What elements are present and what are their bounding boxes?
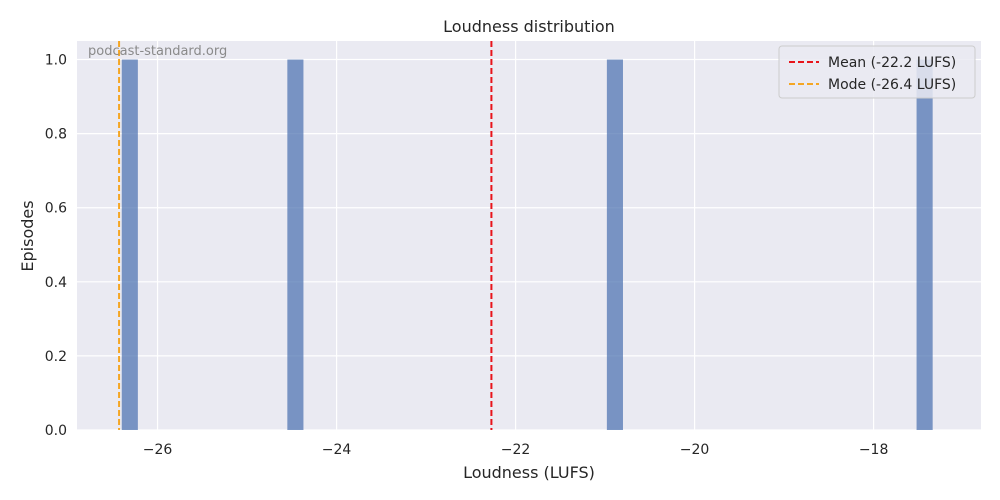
y-tick-label: 0.8 xyxy=(45,127,67,143)
y-tick-label: 1.0 xyxy=(45,53,67,69)
grid-lines xyxy=(77,41,981,431)
histogram-bars xyxy=(121,59,933,431)
x-axis-ticks: −26 −24 −22 −20 −18 xyxy=(143,442,889,458)
histogram-bar xyxy=(916,59,933,431)
chart-title: Loudness distribution xyxy=(443,17,615,36)
x-axis-label: Loudness (LUFS) xyxy=(463,463,595,482)
legend-mode-label: Mode (-26.4 LUFS) xyxy=(828,77,956,93)
y-axis-label: Episodes xyxy=(18,200,37,271)
plot-background xyxy=(77,41,981,430)
x-tick-label: −18 xyxy=(859,442,889,458)
histogram-bar xyxy=(121,59,138,431)
x-tick-label: −20 xyxy=(680,442,710,458)
watermark-text: podcast-standard.org xyxy=(88,44,227,59)
x-tick-label: −26 xyxy=(143,442,173,458)
histogram-bar xyxy=(606,59,623,431)
legend-mean-label: Mean (-22.2 LUFS) xyxy=(828,55,956,71)
y-tick-label: 0.2 xyxy=(45,349,67,365)
reference-lines xyxy=(118,41,493,430)
x-tick-label: −24 xyxy=(322,442,352,458)
y-tick-label: 0.0 xyxy=(45,423,67,439)
legend-box xyxy=(778,45,976,99)
legend: Mean (-22.2 LUFS) Mode (-26.4 LUFS) xyxy=(778,45,976,99)
x-tick-label: −22 xyxy=(501,442,531,458)
y-tick-label: 0.4 xyxy=(45,275,67,291)
y-axis-ticks: 0.0 0.2 0.4 0.6 0.8 1.0 xyxy=(45,53,67,439)
y-tick-label: 0.6 xyxy=(45,201,67,217)
histogram-bar xyxy=(287,59,304,431)
